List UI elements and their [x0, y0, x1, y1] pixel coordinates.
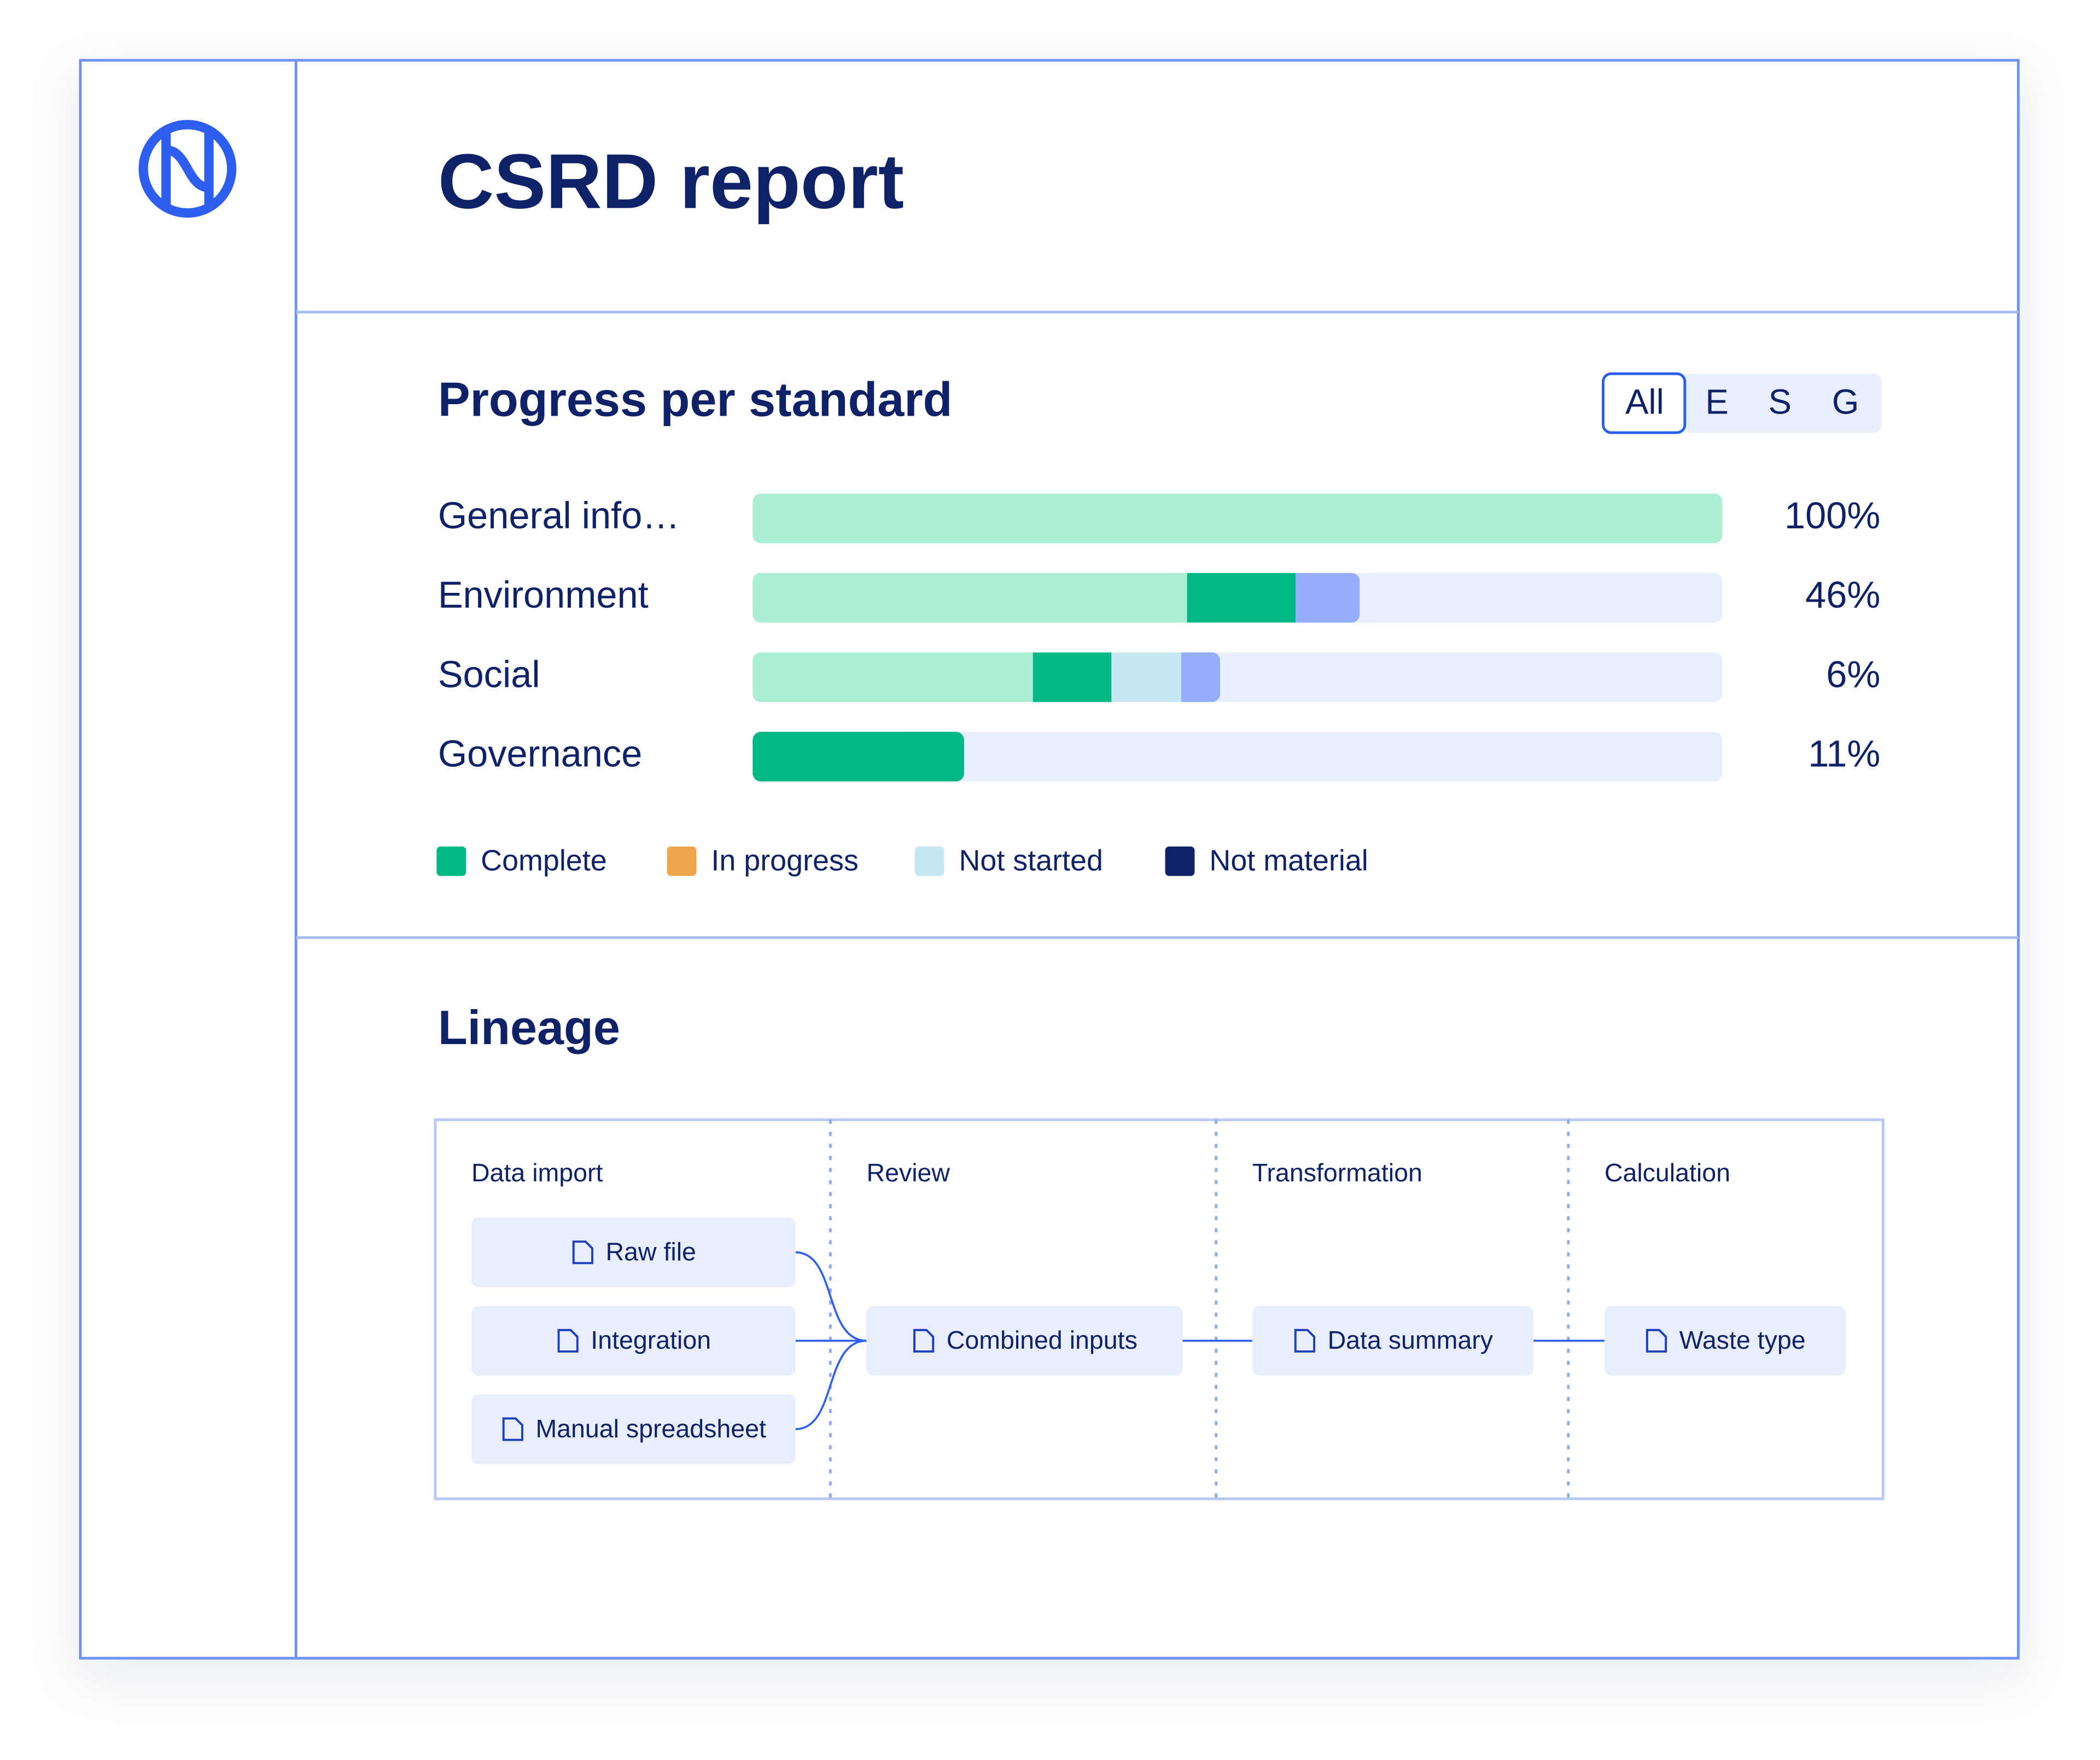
filter-tab[interactable]: E — [1705, 382, 1728, 421]
lineage-node[interactable] — [1252, 1306, 1534, 1376]
bar-segment-fill — [761, 573, 1187, 623]
legend-label: In progress — [711, 844, 858, 877]
column-title: Transformation — [1252, 1158, 1422, 1187]
node-label[interactable]: Combined inputs — [947, 1326, 1138, 1354]
legend-label: Not material — [1209, 844, 1368, 877]
section-title: Lineage — [438, 1000, 620, 1054]
row-label: Environment — [438, 574, 649, 616]
row-percent: 11% — [1808, 733, 1880, 775]
bar-segment — [1032, 652, 1112, 702]
lineage-node[interactable] — [471, 1394, 796, 1464]
window — [79, 59, 2020, 1660]
bar-segment — [752, 493, 1723, 544]
bar-track — [752, 732, 1723, 782]
node-icon — [1294, 1328, 1316, 1353]
bar-segment-fill — [761, 652, 1033, 702]
lineage-node[interactable] — [1604, 1306, 1846, 1376]
column-dividers — [829, 1120, 1570, 1499]
row-percent: 6% — [1826, 653, 1880, 695]
column-title: Data import — [471, 1158, 603, 1187]
section-title: Progress per standard — [438, 372, 953, 426]
legend-swatch — [1165, 846, 1195, 876]
bar-segment — [1111, 652, 1182, 702]
row-percent: 46% — [1805, 574, 1880, 616]
bar-segment-fill — [1296, 573, 1352, 623]
legend-swatch — [436, 846, 466, 876]
node-label[interactable]: Manual spreadsheet — [535, 1414, 766, 1443]
node-icon — [1646, 1328, 1667, 1353]
node-icon — [502, 1417, 523, 1441]
row-label: General info… — [438, 494, 680, 537]
node-label[interactable]: Data summary — [1328, 1326, 1494, 1354]
legend-label: Complete — [481, 844, 607, 877]
bar-segment — [1187, 573, 1296, 623]
legend-label: Not started — [959, 844, 1102, 877]
lineage-node[interactable] — [471, 1217, 796, 1287]
node-label[interactable]: Integration — [591, 1326, 711, 1354]
column-title: Calculation — [1605, 1158, 1730, 1187]
lineage-frame — [434, 1118, 1885, 1500]
lineage-node[interactable] — [471, 1306, 796, 1376]
legend-swatch — [914, 846, 944, 876]
column-title: Review — [866, 1158, 950, 1187]
node-label[interactable]: Waste type — [1679, 1326, 1806, 1354]
row-percent: 100% — [1784, 494, 1880, 537]
node-icon — [557, 1328, 579, 1353]
node-icon — [913, 1328, 935, 1353]
filter-tab[interactable]: All — [1625, 382, 1664, 421]
filter-tab[interactable]: G — [1832, 382, 1859, 421]
filter-selected[interactable] — [1601, 372, 1687, 434]
bar-segment — [752, 732, 964, 782]
node-label[interactable]: Raw file — [605, 1238, 696, 1266]
lineage-node[interactable] — [866, 1306, 1183, 1376]
filter-tab[interactable]: S — [1768, 382, 1791, 421]
legend-swatch — [667, 846, 697, 876]
logo[interactable] — [138, 120, 237, 218]
row-label: Social — [438, 653, 540, 695]
bar-segment-fill — [1181, 652, 1212, 702]
row-label: Governance — [438, 733, 643, 775]
connectors — [795, 1251, 1605, 1430]
node-icon — [572, 1240, 593, 1264]
page-title: CSRD report — [438, 138, 904, 225]
